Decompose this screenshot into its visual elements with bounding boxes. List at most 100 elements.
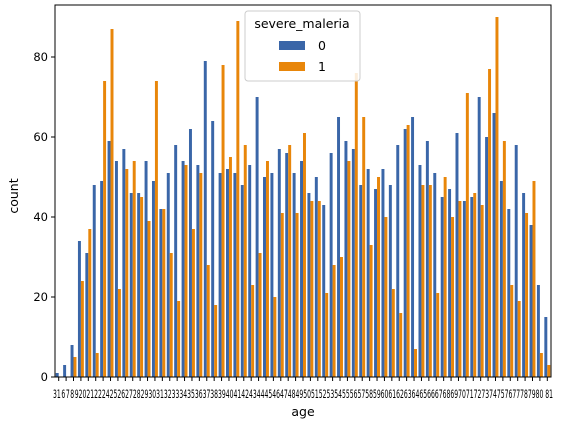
bar-series-0-age-40 [240,185,244,377]
bar-series-0-age-29 [159,209,163,377]
y-axis: 0 20 40 60 80 [33,50,55,384]
bar-series-0-age-21 [100,181,104,377]
bar-series-0-age-41 [248,165,252,377]
x-axis [58,377,548,381]
bar-series-1-age-59 [384,217,388,377]
bar-series-0-age-44 [270,173,274,377]
bar-series-1-age-33 [191,229,195,377]
bar-series-1-age-30 [169,253,173,377]
y-tick-label: 60 [33,130,48,144]
bar-series-1-age-71 [473,193,477,377]
bar-series-1-age-22 [110,29,114,377]
bar-series-1-age-51 [325,293,329,377]
bar-series-1-age-37 [221,65,225,377]
bar-series-1-age-42 [258,253,262,377]
bar-series-1-age-65 [428,185,432,377]
bar-series-0-age-55 [351,149,355,377]
bar-series-1-age-76 [510,285,514,377]
bar-series-0-age-72 [477,97,481,377]
bar-series-1-age-47 [295,213,299,377]
bar-series-0-age-73 [485,137,489,377]
bar-series-0-age-23 [114,161,118,377]
bar-series-0-age-38 [226,169,229,377]
bar-series-0-age-39 [233,173,237,377]
bar-series-0-age-48 [300,161,303,377]
bar-series-0-age-35 [203,61,207,377]
bar-series-1-age-27 [147,221,151,377]
bar-series-0-age-63 [411,117,415,377]
bar-series-1-age-29 [162,209,166,377]
y-tick-label: 0 [41,370,48,384]
bar-series-0-age-45 [277,149,281,377]
bar-series-1-age-78 [525,213,529,377]
legend-title: severe_maleria [254,16,349,31]
bar-series-1-age-56 [362,117,366,377]
bar-series-0-age-37 [218,173,222,377]
bar-series-0-age-64 [418,165,422,377]
legend-swatch-1 [279,62,305,71]
bar-series-1-age-52 [332,265,336,377]
bar-series-1-age-77 [517,301,521,377]
bar-series-1-age-32 [184,165,188,377]
bar-series-1-age-60 [391,289,395,377]
bar-series-0-age-77 [514,145,518,377]
bar-series-0-age-66 [433,173,437,377]
bar-series-0-age-78 [522,193,526,377]
bar-series-1-age-55 [354,73,358,377]
bar-series-1-age-61 [399,313,403,377]
bar-series-0-age-53 [337,117,341,377]
bar-series-1-age-74 [495,17,499,377]
bar-series-1-age-57 [369,245,373,377]
x-axis-title: age [291,404,315,419]
bar-series-1-age-21 [103,81,107,377]
bar-series-1-age-48 [303,133,306,377]
bar-series-1-age-49 [310,201,314,377]
bar-series-1-age-66 [436,293,440,377]
bar-series-0-age-17 [70,345,74,377]
bar-series-1-age-20 [95,353,99,377]
bar-series-1-age-54 [347,161,351,377]
bar-series-0-age-18 [77,241,81,377]
bar-series-0-age-43 [263,177,266,377]
bar-series-0-age-74 [492,113,496,377]
y-tick-label: 20 [33,290,48,304]
bar-series-1-age-46 [288,145,292,377]
bar-series-0-age-50 [314,177,318,377]
bar-series-1-age-64 [421,185,425,377]
bar-series-1-age-53 [340,257,343,377]
legend-swatch-0 [279,41,305,50]
bar-series-1-age-43 [265,161,269,377]
bar-series-1-age-34 [199,173,203,377]
legend: severe_maleria 0 1 [244,10,361,82]
bar-series-0-age-79 [529,225,533,377]
bar-series-0-age-52 [329,153,333,377]
y-axis-title: count [6,178,21,213]
bar-series-1-age-28 [154,81,158,377]
bar-series-0-age-81 [544,317,548,377]
bar-series-0-age-16 [63,365,67,377]
bar-series-1-age-41 [251,285,255,377]
bar-series-1-age-39 [236,21,240,377]
bar-series-1-age-79 [532,181,536,377]
bar-series-0-age-71 [470,197,474,377]
bar-series-0-age-62 [403,129,407,377]
bar-series-0-age-26 [137,193,141,377]
bar-series-0-age-32 [181,161,185,377]
bar-series-0-age-56 [359,185,363,377]
bar-series-1-age-19 [88,229,92,377]
bar-series-1-age-50 [317,201,321,377]
bar-series-1-age-75 [502,141,506,377]
bar-series-0-age-60 [388,185,392,377]
y-tick-label: 40 [33,210,48,224]
bar-series-0-age-57 [366,169,370,377]
bar-series-1-age-25 [132,161,136,377]
bar-series-1-age-38 [228,157,232,377]
bar-series-0-age-68 [448,189,452,377]
bar-series-0-age-25 [129,193,133,377]
bar-series-0-age-54 [344,141,348,377]
bar-series-1-age-40 [243,145,247,377]
bar-series-1-age-68 [451,217,455,377]
bar-series-0-age-58 [374,189,378,377]
bar-series-1-age-45 [280,213,284,377]
bar-series-1-age-81 [547,365,551,377]
